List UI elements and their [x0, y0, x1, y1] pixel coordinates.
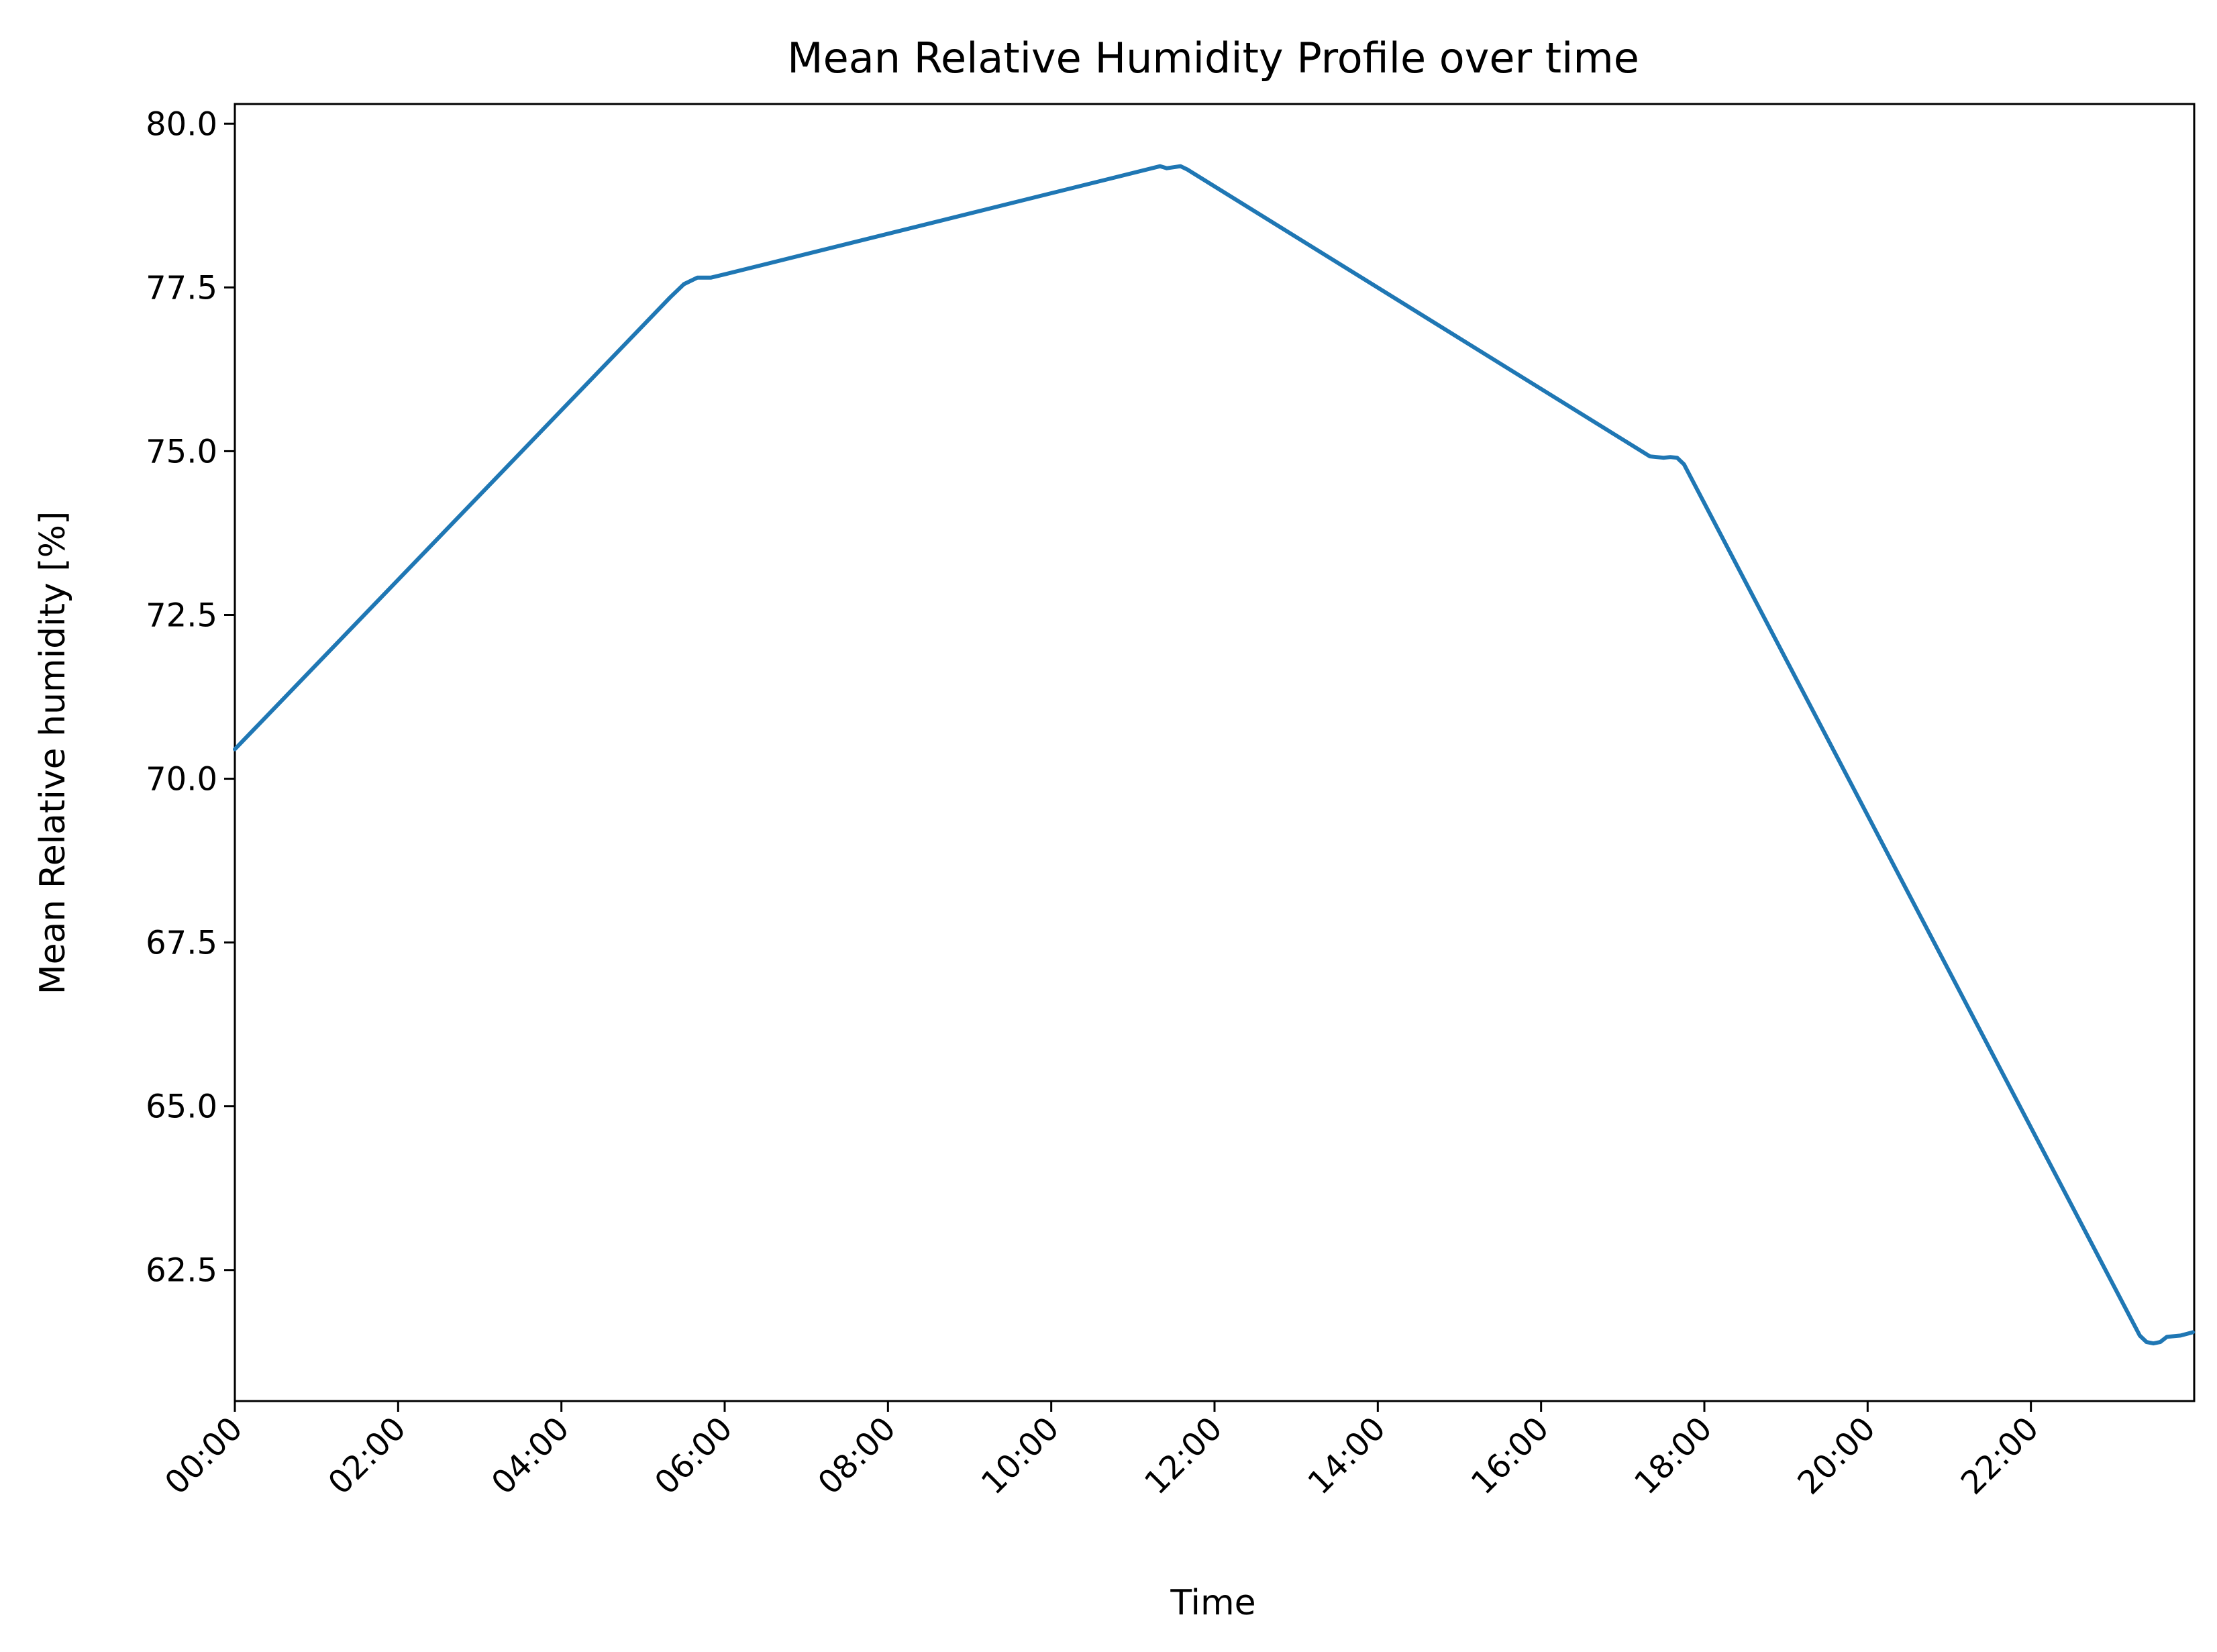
- y-tick-label: 80.0: [146, 105, 217, 143]
- x-tick-label: 02:00: [321, 1410, 413, 1502]
- y-axis-label: Mean Relative humidity [%]: [33, 511, 73, 995]
- y-tick-label: 75.0: [146, 433, 217, 470]
- x-tick-label: 16:00: [1464, 1410, 1556, 1502]
- x-tick-label: 06:00: [648, 1410, 739, 1502]
- y-tick-label: 65.0: [146, 1088, 217, 1126]
- y-tick-label: 77.5: [146, 269, 217, 307]
- x-tick-label: 14:00: [1300, 1410, 1392, 1502]
- y-tick-label: 70.0: [146, 761, 217, 798]
- y-tick-label: 67.5: [146, 925, 217, 962]
- x-tick-label: 22:00: [1954, 1410, 2046, 1502]
- x-tick-label: 08:00: [811, 1410, 903, 1502]
- x-axis: 00:00 02:00 04:00 06:00 08:00 10:00 12:00 14:00…: [158, 1401, 2046, 1502]
- series-line-0: [233, 164, 2195, 1346]
- chart-title: Mean Relative Humidity Profile over time: [787, 34, 1639, 83]
- plot-frame: [234, 103, 2196, 1402]
- y-tick-label: 62.5: [146, 1252, 217, 1290]
- y-tick-label: 72.5: [146, 597, 217, 634]
- x-axis-label: Time: [1170, 1583, 1255, 1623]
- y-axis: 62.5 65.0 67.5 70.0 72.5 75.0 77.5 80.0: [146, 105, 235, 1290]
- series-layer: [233, 164, 2195, 1346]
- x-tick-label: 12:00: [1137, 1410, 1229, 1502]
- x-tick-label: 04:00: [484, 1410, 576, 1502]
- x-tick-label: 20:00: [1790, 1410, 1882, 1502]
- plot-area: [234, 103, 2196, 1402]
- x-tick-label: 00:00: [158, 1410, 250, 1502]
- x-tick-label: 10:00: [974, 1410, 1066, 1502]
- x-tick-label: 18:00: [1627, 1410, 1719, 1502]
